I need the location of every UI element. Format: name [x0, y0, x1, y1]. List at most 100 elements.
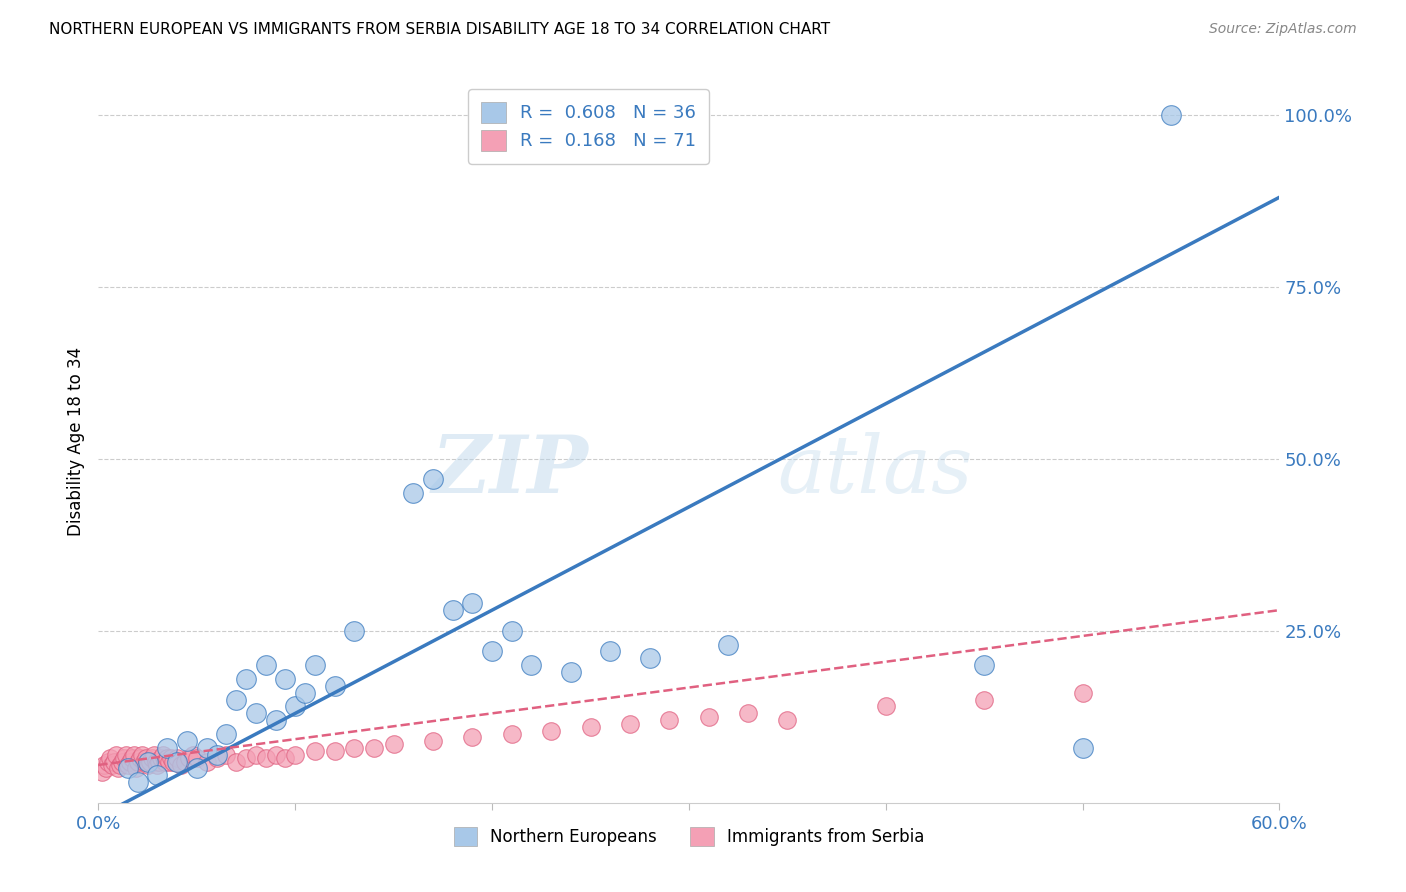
Point [186, 751, 208, 765]
Point [225, 755, 247, 769]
Point [127, 775, 149, 789]
Point [127, 755, 149, 769]
Point [304, 658, 326, 673]
Text: Source: ZipAtlas.com: Source: ZipAtlas.com [1209, 22, 1357, 37]
Point [121, 751, 143, 765]
Point [461, 731, 484, 745]
Point [205, 747, 228, 762]
Point [101, 758, 124, 772]
Point [166, 751, 188, 765]
Point [112, 751, 135, 765]
Point [501, 624, 523, 638]
Point [117, 761, 139, 775]
Text: atlas: atlas [778, 432, 973, 509]
Point [1071, 740, 1094, 755]
Point [195, 755, 218, 769]
Point [103, 755, 125, 769]
Point [323, 744, 346, 758]
Point [205, 751, 228, 765]
Point [235, 751, 257, 765]
Point [245, 706, 267, 721]
Point [737, 706, 759, 721]
Point [1071, 686, 1094, 700]
Point [274, 751, 297, 765]
Point [170, 758, 193, 772]
Point [560, 665, 582, 679]
Point [166, 755, 188, 769]
Point [91, 764, 114, 779]
Point [177, 751, 200, 765]
Point [181, 747, 204, 762]
Point [215, 747, 238, 762]
Point [150, 751, 173, 765]
Point [245, 747, 267, 762]
Point [146, 758, 169, 772]
Y-axis label: Disability Age 18 to 34: Disability Age 18 to 34 [66, 347, 84, 536]
Point [174, 755, 197, 769]
Point [215, 727, 238, 741]
Point [157, 755, 180, 769]
Point [343, 740, 366, 755]
Point [195, 740, 218, 755]
Point [176, 734, 198, 748]
Point [93, 758, 115, 772]
Point [118, 755, 141, 769]
Point [254, 751, 277, 765]
Point [658, 713, 681, 727]
Point [599, 644, 621, 658]
Point [697, 710, 720, 724]
Point [875, 699, 897, 714]
Point [160, 751, 183, 765]
Point [131, 747, 153, 762]
Point [343, 624, 366, 638]
Point [441, 603, 464, 617]
Point [363, 740, 385, 755]
Point [136, 758, 159, 772]
Point [141, 751, 163, 765]
Point [264, 713, 287, 727]
Legend: Northern Europeans, Immigrants from Serbia: Northern Europeans, Immigrants from Serb… [443, 817, 935, 856]
Point [135, 751, 157, 765]
Point [98, 751, 121, 765]
Point [186, 761, 208, 775]
Point [323, 679, 346, 693]
Point [579, 720, 602, 734]
Point [284, 747, 307, 762]
Point [520, 658, 543, 673]
Point [155, 755, 177, 769]
Point [501, 727, 523, 741]
Point [146, 768, 169, 782]
Point [274, 672, 297, 686]
Point [973, 692, 995, 706]
Point [481, 644, 503, 658]
Point [284, 699, 307, 714]
Point [294, 686, 316, 700]
Text: NORTHERN EUROPEAN VS IMMIGRANTS FROM SERBIA DISABILITY AGE 18 TO 34 CORRELATION : NORTHERN EUROPEAN VS IMMIGRANTS FROM SER… [49, 22, 831, 37]
Point [148, 755, 170, 769]
Point [142, 747, 165, 762]
Text: ZIP: ZIP [432, 432, 589, 509]
Point [973, 658, 995, 673]
Point [105, 747, 128, 762]
Point [619, 716, 641, 731]
Point [145, 755, 167, 769]
Point [125, 761, 148, 775]
Point [152, 747, 174, 762]
Point [1160, 108, 1182, 122]
Point [162, 755, 184, 769]
Point [117, 758, 139, 772]
Point [776, 713, 799, 727]
Point [717, 638, 740, 652]
Point [422, 472, 444, 486]
Point [96, 761, 118, 775]
Point [304, 744, 326, 758]
Point [136, 755, 159, 769]
Point [402, 486, 425, 500]
Point [156, 751, 179, 765]
Point [108, 758, 131, 772]
Point [264, 747, 287, 762]
Point [156, 740, 179, 755]
Point [115, 747, 138, 762]
Point [225, 692, 247, 706]
Point [540, 723, 562, 738]
